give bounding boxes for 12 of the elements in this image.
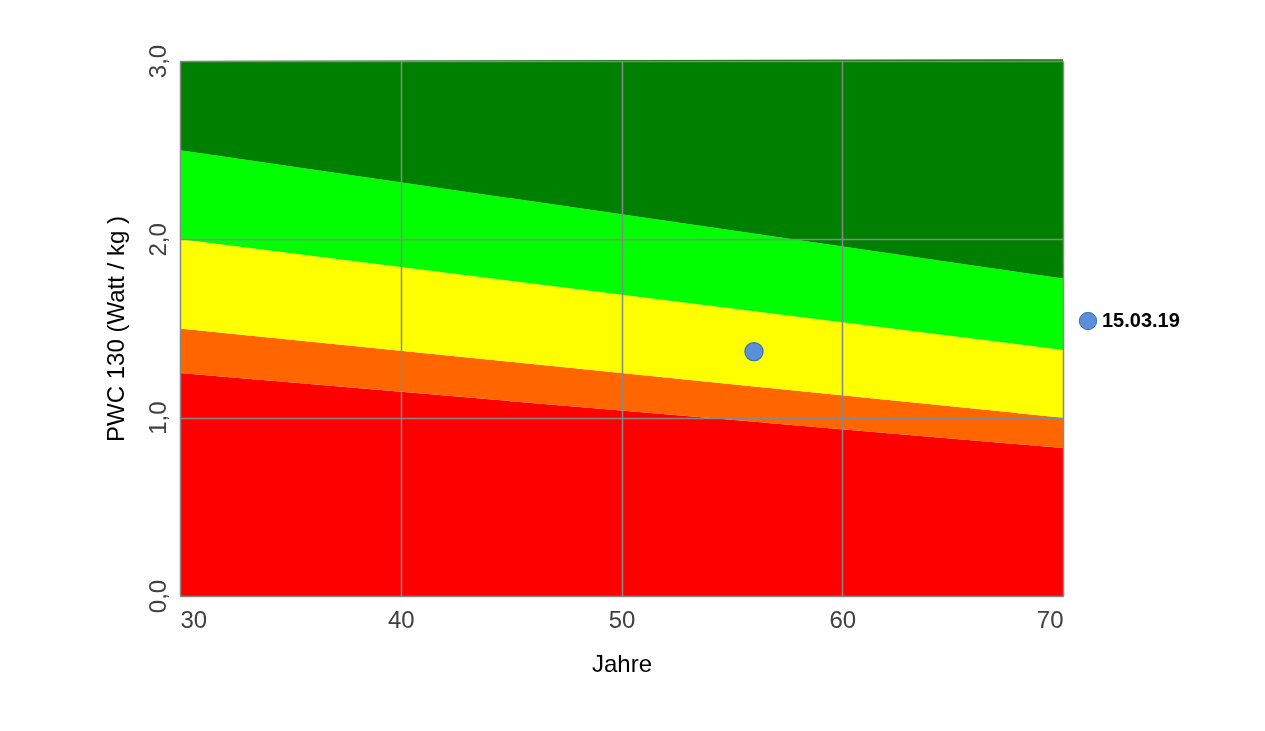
y-tick-label: 3,0 (143, 44, 171, 79)
x-tick-label: 70 (1036, 605, 1064, 633)
legend-label: 15.03.19 (1102, 309, 1180, 331)
y-tick-label: 1,0 (143, 401, 171, 435)
y-tick-label: 2,0 (143, 223, 171, 257)
y-axis-title: PWC 130 (Watt / kg ) (101, 216, 129, 442)
y-tick-label: 0,0 (143, 579, 171, 614)
x-tick-label: 40 (387, 605, 415, 633)
x-tick-label: 60 (829, 605, 857, 633)
x-tick-label: 50 (608, 605, 636, 633)
x-axis-title: Jahre (591, 649, 653, 677)
x-tick-label: 30 (180, 605, 208, 633)
